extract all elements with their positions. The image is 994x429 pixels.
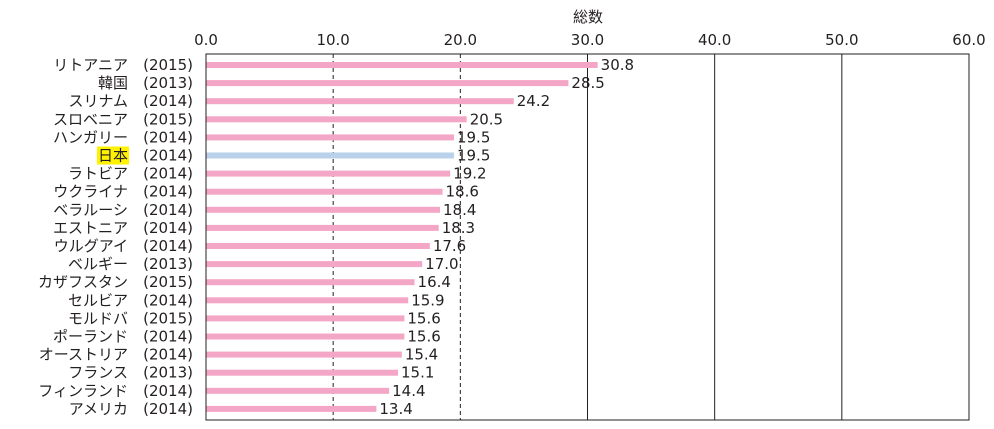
bar — [206, 333, 405, 340]
plot-frame-layer — [205, 53, 970, 421]
category-name-label: リトアニア — [53, 56, 128, 74]
highlight-marker — [96, 146, 129, 165]
bar — [206, 315, 405, 322]
data-label: 17.6 — [433, 237, 466, 255]
bar — [206, 188, 443, 195]
category-name-label: 韓国 — [98, 74, 128, 92]
category-year-label: (2014) — [143, 183, 193, 201]
data-label: 17.0 — [425, 255, 458, 273]
x-tick-label: 0.0 — [194, 31, 218, 49]
category-year-label: (2014) — [143, 291, 193, 309]
category-year-label: (2014) — [143, 382, 193, 400]
category-year-label: (2014) — [143, 147, 193, 165]
bar — [206, 134, 454, 141]
data-label: 18.6 — [446, 183, 479, 201]
bar — [206, 206, 440, 213]
chart-title: 総数 — [573, 8, 603, 26]
category-year-label: (2015) — [143, 56, 193, 74]
bar — [206, 152, 454, 159]
data-label: 28.5 — [571, 74, 604, 92]
bar — [206, 369, 399, 376]
category-year-label: (2014) — [143, 201, 193, 219]
category-year-label: (2014) — [143, 165, 193, 183]
category-year-label: (2014) — [143, 400, 193, 418]
category-name-label: モルドバ — [68, 309, 128, 327]
category-year-label: (2014) — [143, 346, 193, 364]
category-year-label: (2013) — [143, 255, 193, 273]
category-name-label: ウクライナ — [53, 183, 128, 201]
category-year-label: (2014) — [143, 92, 193, 110]
category-name-label: ベルギー — [68, 255, 128, 273]
bar — [206, 297, 409, 304]
data-label: 15.6 — [407, 328, 440, 346]
category-name-label: スロベニア — [53, 110, 128, 128]
category-name-label: フィンランド — [38, 382, 128, 400]
category-year-label: (2015) — [143, 110, 193, 128]
category-year-label: (2014) — [143, 328, 193, 346]
bar — [206, 224, 439, 231]
category-name-label: エストニア — [53, 219, 128, 237]
data-label: 24.2 — [517, 92, 550, 110]
category-name-label: オーストリア — [39, 346, 128, 364]
bar-layer — [206, 62, 598, 412]
data-label: 15.1 — [401, 364, 434, 382]
category-name-label: フランス — [68, 364, 128, 382]
data-label: 18.4 — [443, 201, 476, 219]
category-name-label: スリナム — [68, 92, 128, 110]
grid-layer — [332, 54, 843, 420]
data-label: 18.3 — [442, 219, 475, 237]
bar — [206, 116, 467, 123]
category-name-label: ベラルーシ — [53, 201, 128, 219]
data-label: 13.4 — [379, 400, 412, 418]
category-name-label: ポーランド — [53, 328, 128, 346]
highlight-layer — [96, 146, 129, 165]
bar — [206, 80, 569, 87]
data-label: 20.5 — [470, 110, 503, 128]
x-tick-label: 30.0 — [571, 31, 604, 49]
plot-frame — [205, 53, 970, 421]
bar — [206, 351, 402, 358]
category-name-label: カザフスタン — [38, 273, 128, 291]
category-name-label: 日本 — [98, 147, 128, 165]
data-label: 19.5 — [457, 128, 490, 146]
category-year-label: (2013) — [143, 364, 193, 382]
category-name-label: ハンガリー — [53, 128, 128, 146]
bar — [206, 279, 415, 286]
bar — [206, 261, 423, 268]
data-label: 14.4 — [392, 382, 425, 400]
data-label: 15.4 — [405, 346, 438, 364]
data-label: 19.2 — [453, 165, 486, 183]
x-tick-label: 20.0 — [444, 31, 477, 49]
category-year-label: (2014) — [143, 128, 193, 146]
category-year-label: (2014) — [143, 219, 193, 237]
category-name-label: セルビア — [68, 291, 128, 309]
bar — [206, 98, 514, 105]
category-year-label: (2015) — [143, 273, 193, 291]
bar — [206, 387, 390, 394]
bar — [206, 170, 451, 177]
data-label: 16.4 — [418, 273, 451, 291]
category-year-label: (2015) — [143, 309, 193, 327]
data-label: 15.9 — [411, 291, 444, 309]
x-tick-label: 40.0 — [698, 31, 731, 49]
x-tick-label: 10.0 — [316, 31, 349, 49]
category-name-label: ラトビア — [68, 165, 128, 183]
data-label: 19.5 — [457, 147, 490, 165]
category-name-label: ウルグアイ — [54, 237, 128, 255]
bar — [206, 243, 430, 249]
category-year-label: (2014) — [143, 237, 193, 255]
bar — [206, 405, 377, 412]
category-name-label: アメリカ — [69, 400, 128, 418]
text-layer: 総数 0.0 10.0 20.0 30.0 40.0 50.0 60.0 30.8 (2015)… — [38, 8, 986, 418]
x-tick-label: 50.0 — [825, 31, 858, 49]
data-label: 15.6 — [407, 309, 440, 327]
category-year-label: (2013) — [143, 74, 193, 92]
bar — [206, 62, 598, 68]
data-label: 30.8 — [601, 56, 634, 74]
x-tick-label: 60.0 — [952, 31, 985, 49]
